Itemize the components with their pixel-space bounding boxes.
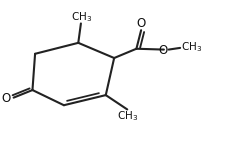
Text: CH$_3$: CH$_3$	[71, 10, 92, 24]
Text: O: O	[159, 44, 168, 57]
Text: O: O	[137, 17, 146, 30]
Text: O: O	[1, 93, 10, 106]
Text: CH$_3$: CH$_3$	[181, 41, 203, 54]
Text: CH$_3$: CH$_3$	[117, 110, 138, 123]
